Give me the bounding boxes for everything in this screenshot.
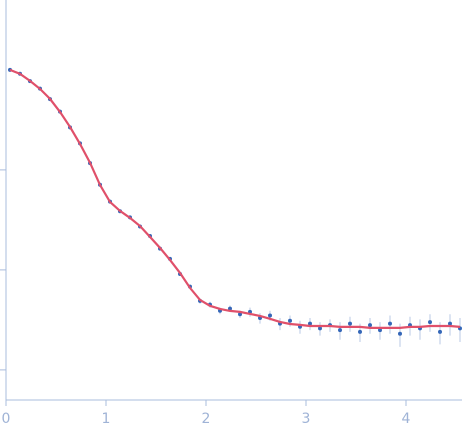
- data-point: [308, 321, 312, 326]
- data-point: [448, 321, 452, 326]
- data-point: [398, 331, 402, 336]
- x-tick-label: 2: [202, 411, 211, 427]
- data-point: [368, 323, 372, 328]
- data-point: [318, 326, 322, 331]
- data-point: [238, 312, 242, 317]
- x-tick-label: 4: [402, 411, 411, 427]
- x-tick-label: 0: [2, 411, 11, 427]
- data-point: [438, 329, 442, 334]
- x-tick-label: 1: [102, 411, 111, 427]
- data-point: [288, 318, 292, 323]
- x-tick-label: 3: [302, 411, 311, 427]
- data-point: [428, 320, 432, 325]
- data-point: [358, 329, 362, 334]
- fit-line: [9, 68, 461, 329]
- data-point: [338, 328, 342, 333]
- data-point: [348, 321, 352, 326]
- data-point: [268, 313, 272, 318]
- data-point: [388, 321, 392, 326]
- data-point: [378, 328, 382, 333]
